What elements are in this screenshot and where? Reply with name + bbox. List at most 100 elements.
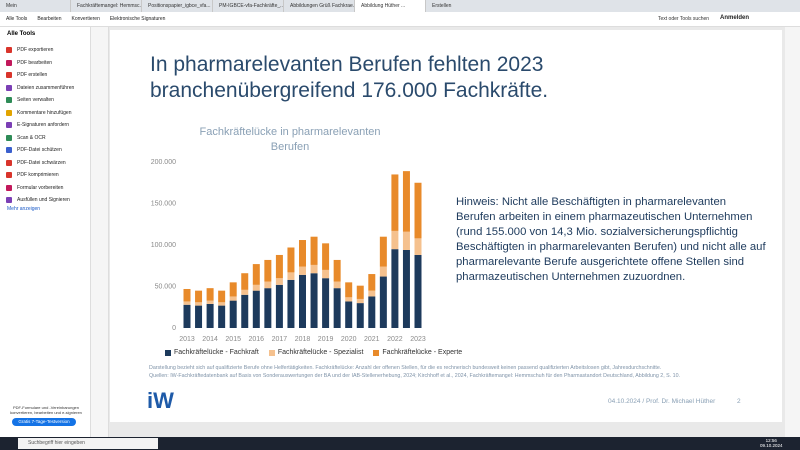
note: Hinweis: Nicht alle Beschäftigten in pha… [456, 196, 766, 283]
bar-segment [241, 273, 249, 290]
bar-segment [345, 297, 353, 302]
tool-icon [6, 122, 12, 129]
bar-segment [368, 296, 376, 328]
legend-item: Fachkräftelücke - Fachkraft [165, 349, 259, 356]
tool[interactable]: PDF-Datei schützen [6, 144, 74, 157]
bar-segment [275, 278, 283, 285]
bar-segment [391, 230, 399, 250]
tool[interactable]: PDF bearbeiten [6, 57, 74, 70]
legend-swatch [165, 349, 171, 356]
bar-segment [345, 301, 353, 328]
tool[interactable]: Kommentare hinzufügen [6, 107, 74, 120]
legend-label: Fachkräftelücke - Spezialist [277, 349, 364, 356]
taskbar-search[interactable]: Suchbegriff hier eingeben [18, 438, 158, 449]
bar-segment [368, 274, 376, 291]
tab[interactable]: PM-IGBCE-vfa-Fachkräfte_... [213, 0, 284, 12]
bar-segment [402, 171, 410, 232]
bar-segment [183, 304, 191, 328]
tool-icon [6, 159, 12, 166]
tool-icon [6, 109, 12, 116]
legend: Fachkräftelücke - Fachkraft Fachkräftelüc… [165, 349, 462, 356]
tool-list: PDF exportieren PDF bearbeiten PDF erstell… [6, 44, 74, 207]
bar-segment [379, 276, 387, 328]
tool-icon [6, 59, 12, 66]
tool[interactable]: Ausfüllen und Signieren [6, 194, 74, 207]
tool[interactable]: Formular vorbereiten [6, 182, 74, 195]
x-tick-label: 2013 [179, 336, 195, 343]
x-tick-label: 2018 [295, 336, 311, 343]
tool[interactable]: E-Signaturen anfordern [6, 119, 74, 132]
bar-segment [391, 174, 399, 231]
bar-segment [183, 301, 191, 305]
x-tick-label: 2023 [410, 336, 426, 343]
tab[interactable]: Abbildungen Grüß Fachkrae... [284, 0, 355, 12]
legend-swatch [268, 349, 275, 356]
bar-segment [356, 303, 364, 328]
bar-segment [206, 288, 214, 301]
footnote: Darstellung bezieht sich auf qualifizier… [149, 364, 759, 380]
bar-segment [218, 302, 226, 306]
legend-item: Fachkräftelücke - Spezialist [268, 349, 364, 356]
search[interactable]: Text oder Tools suchen [658, 16, 710, 22]
source: Quellen: IW-Fachkräftedatenbank auf Basi… [149, 373, 680, 379]
bar-segment [287, 247, 295, 273]
sign-in[interactable]: Anmelden [720, 15, 750, 21]
menu-item[interactable]: Bearbeiten [37, 16, 62, 22]
tool-icon [6, 172, 12, 179]
bar-segment [345, 282, 353, 298]
trial-button[interactable]: Gratis 7-Tage-Testversion [12, 418, 76, 426]
tool[interactable]: Seiten verwalten [6, 94, 74, 107]
menu-item[interactable]: Konvertieren [71, 16, 100, 22]
tool[interactable]: PDF erstellen [6, 69, 74, 82]
legend-swatch [373, 349, 380, 356]
bar-segment [287, 279, 295, 328]
bar-segment [299, 266, 306, 275]
bar-segment [252, 290, 260, 328]
tool[interactable]: PDF komprimieren [6, 169, 74, 182]
legend-item: Fachkräftelücke - Experte [373, 349, 462, 356]
tab[interactable]: Positionspapier_igbce_vfa... [142, 0, 213, 12]
tool[interactable]: PDF exportieren [6, 44, 74, 57]
menu-item[interactable]: Elektronische Signaturen [109, 16, 166, 22]
tab[interactable]: Abbildung Hüther ... [355, 0, 426, 12]
toolbar: Alle Tools Bearbeiten Konvertieren Elektron… [0, 12, 800, 27]
tool-icon [6, 72, 12, 79]
tool-icon [6, 197, 12, 204]
bar-segment [229, 300, 237, 328]
taskbar [0, 437, 800, 450]
x-tick-label: 2021 [364, 336, 380, 343]
bar-segment [287, 272, 295, 280]
time: 12:56 [765, 438, 777, 443]
tab[interactable]: Fachkräftemangel: Hemmsc... [71, 0, 142, 12]
more-link[interactable]: Mehr anzeigen [7, 206, 41, 212]
y-tick-label: 0 [172, 325, 176, 332]
slide-title: In pharmarelevanten Berufen fehlten 2023… [150, 53, 549, 102]
x-tick-label: 2017 [272, 336, 288, 343]
sidebar-title: Alle Tools [7, 31, 36, 37]
tab[interactable]: Mein [0, 0, 71, 12]
bar-segment [183, 288, 191, 302]
bar-segment [299, 240, 306, 267]
x-tick-label: 2020 [341, 336, 357, 343]
bar-segment [206, 303, 214, 328]
bar-segment [299, 274, 306, 328]
tool-icon [6, 47, 12, 54]
bar-segment [356, 285, 364, 299]
tool-label: PDF-Datei schützen [17, 147, 62, 154]
x-tick-label: 2022 [387, 336, 403, 343]
date: 09.10.2024 [760, 443, 783, 448]
bar-segment [229, 282, 237, 297]
tool[interactable]: PDF-Datei schwärzen [6, 157, 74, 170]
tool[interactable]: Scan & OCR [6, 132, 74, 145]
bar-segment [356, 298, 364, 304]
tool[interactable]: Dateien zusammenführen [6, 82, 74, 95]
menu-item[interactable]: Alle Tools [6, 16, 28, 22]
bar-segment [333, 281, 341, 289]
bar-segment [414, 254, 422, 328]
bar-segment [333, 259, 341, 282]
new-tab[interactable]: Erstellen [432, 3, 452, 9]
bar-segment [414, 238, 422, 255]
bar-segment [322, 278, 330, 328]
legend-label: Fachkräftelücke - Experte [382, 349, 463, 356]
logo: iW [147, 388, 174, 413]
